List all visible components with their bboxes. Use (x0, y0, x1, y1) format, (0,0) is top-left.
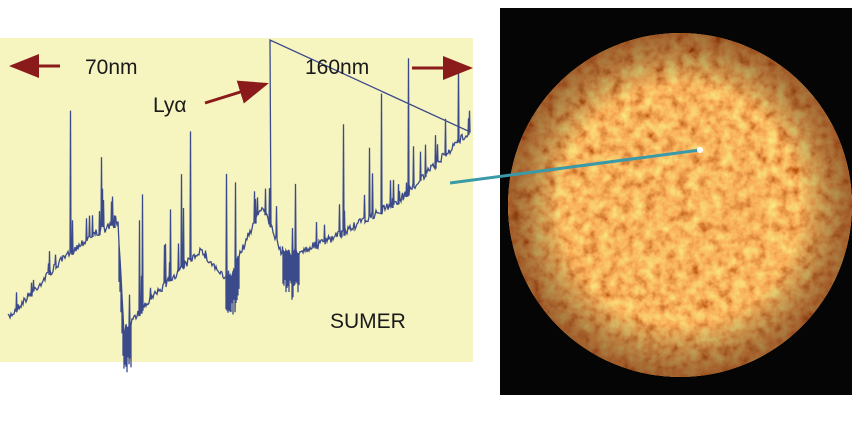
left-wavelength: 70nm (85, 56, 138, 79)
right-wavelength: 160nm (305, 56, 369, 79)
sun-limb (508, 33, 852, 377)
line-label: Lyα (153, 94, 187, 117)
sun (508, 33, 852, 377)
figure: 70nm 160nm Lyα SUMER (0, 0, 867, 436)
instrument-label: SUMER (330, 310, 406, 333)
pointer-dot (697, 147, 703, 153)
page: 70nm 160nm Lyα SUMER (() => { const data… (0, 0, 867, 436)
